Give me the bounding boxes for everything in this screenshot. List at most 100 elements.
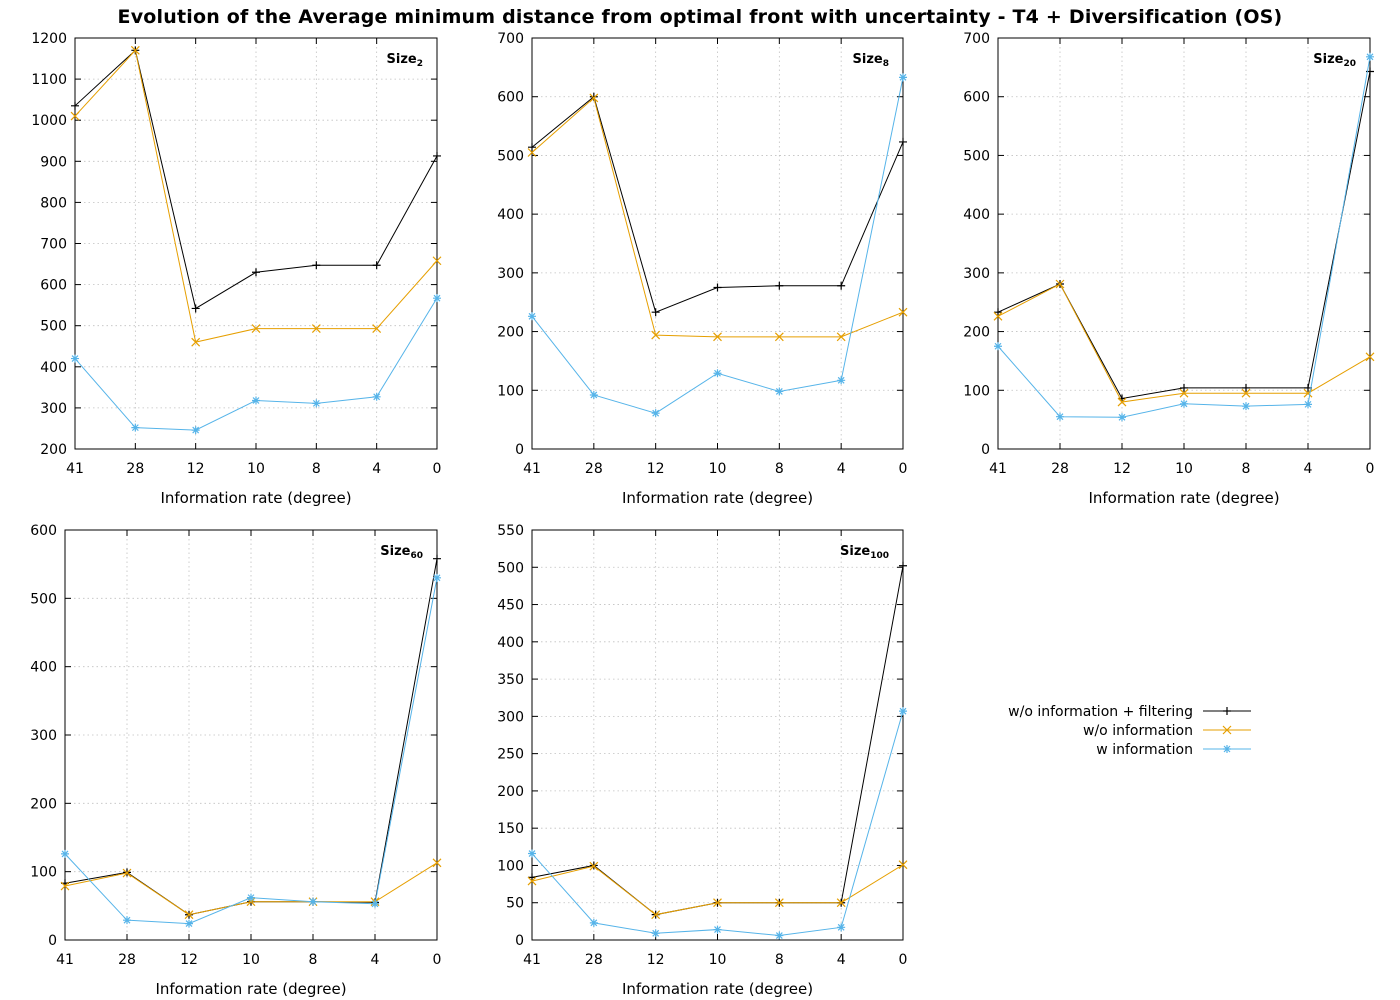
y-tick-label: 100 bbox=[497, 383, 524, 399]
data-point-s2 bbox=[131, 423, 140, 432]
y-tick-label: 1200 bbox=[31, 31, 67, 47]
x-tick-label: 12 bbox=[647, 461, 665, 477]
x-tick-label: 4 bbox=[372, 461, 381, 477]
size-label: Size60 bbox=[380, 544, 423, 561]
data-point-s1 bbox=[589, 93, 599, 103]
y-tick-label: 700 bbox=[963, 31, 990, 47]
series-line-0 bbox=[531, 565, 904, 916]
data-point-s1 bbox=[993, 311, 1003, 321]
data-point-s2 bbox=[589, 918, 598, 927]
subplot-2: 0 100 200 300 400 500 600 700 41 28 12 10 8 4 0 Informa… bbox=[963, 31, 1374, 507]
x-tick-label: 0 bbox=[899, 952, 908, 968]
x-tick-label: 0 bbox=[1366, 461, 1375, 477]
data-point-s1 bbox=[836, 332, 846, 342]
data-point-s1 bbox=[774, 898, 784, 908]
data-point-s1 bbox=[1117, 397, 1127, 407]
x-tick-label: 10 bbox=[1175, 461, 1193, 477]
y-tick-label: 400 bbox=[963, 207, 990, 223]
y-tick-label: 0 bbox=[48, 933, 57, 949]
data-point-s2 bbox=[191, 426, 200, 435]
legend-label: w/o information + filtering bbox=[1008, 704, 1193, 720]
x-tick-label: 12 bbox=[1113, 461, 1131, 477]
y-tick-label: 250 bbox=[497, 747, 524, 763]
x-tick-label: 10 bbox=[709, 461, 727, 477]
data-point-s1 bbox=[527, 148, 537, 157]
data-point-s2 bbox=[252, 396, 260, 405]
data-point-s2 bbox=[185, 919, 193, 928]
size-label: Size100 bbox=[840, 544, 889, 561]
data-point-s1 bbox=[1055, 279, 1065, 289]
x-tick-label: 28 bbox=[126, 461, 144, 477]
y-tick-label: 550 bbox=[497, 523, 524, 539]
y-tick-label: 300 bbox=[497, 709, 524, 725]
data-point-s2 bbox=[837, 376, 846, 385]
x-tick-label: 41 bbox=[989, 461, 1007, 477]
y-tick-label: 500 bbox=[30, 591, 57, 607]
x-tick-label: 8 bbox=[775, 952, 784, 968]
data-point-s2 bbox=[775, 387, 784, 396]
data-point-s0 bbox=[1242, 383, 1250, 392]
data-point-s1 bbox=[774, 332, 784, 342]
y-tick-label: 50 bbox=[506, 896, 524, 912]
x-axis-label: Information rate (degree) bbox=[622, 980, 813, 998]
y-tick-label: 200 bbox=[40, 442, 67, 458]
y-tick-label: 500 bbox=[497, 148, 524, 164]
x-tick-label: 12 bbox=[187, 461, 205, 477]
x-tick-label: 0 bbox=[433, 952, 442, 968]
y-tick-label: 200 bbox=[30, 796, 57, 812]
x-tick-label: 8 bbox=[309, 952, 318, 968]
data-point-s2 bbox=[309, 897, 317, 906]
data-point-s1 bbox=[651, 910, 661, 920]
x-tick-label: 4 bbox=[371, 952, 380, 968]
data-point-s2 bbox=[994, 342, 1002, 351]
data-point-s1 bbox=[432, 256, 442, 266]
x-axis-label: Information rate (degree) bbox=[155, 980, 346, 998]
data-point-s1 bbox=[527, 876, 537, 886]
data-point-s1 bbox=[184, 910, 194, 920]
x-tick-label: 10 bbox=[247, 461, 265, 477]
data-point-s0 bbox=[899, 561, 907, 570]
x-axis-label: Information rate (degree) bbox=[160, 489, 351, 507]
data-point-s0 bbox=[372, 261, 381, 270]
legend-marker bbox=[1222, 725, 1232, 735]
x-tick-label: 8 bbox=[312, 461, 321, 477]
data-point-s2 bbox=[1366, 52, 1374, 61]
data-point-s2 bbox=[651, 409, 660, 418]
data-point-s2 bbox=[1118, 413, 1126, 422]
data-point-s1 bbox=[898, 860, 908, 870]
data-point-s0 bbox=[433, 554, 441, 563]
y-tick-label: 400 bbox=[497, 207, 524, 223]
data-point-s1 bbox=[130, 45, 140, 55]
data-point-s2 bbox=[433, 573, 441, 582]
x-tick-label: 41 bbox=[56, 952, 74, 968]
data-point-s0 bbox=[899, 137, 907, 146]
data-point-s2 bbox=[713, 925, 722, 934]
data-point-s0 bbox=[994, 308, 1002, 317]
data-point-s2 bbox=[837, 923, 846, 932]
x-tick-label: 28 bbox=[585, 461, 603, 477]
data-point-s1 bbox=[70, 111, 80, 121]
x-tick-label: 10 bbox=[709, 952, 727, 968]
data-point-s2 bbox=[651, 929, 660, 938]
x-tick-label: 41 bbox=[523, 952, 541, 968]
y-tick-label: 600 bbox=[40, 278, 67, 294]
data-point-s2 bbox=[713, 369, 722, 378]
size-label: Size20 bbox=[1313, 52, 1356, 69]
data-point-s0 bbox=[651, 308, 660, 317]
subplot-3: 0 100 200 300 400 500 600 41 28 12 10 8 4 0 Informatio… bbox=[30, 523, 441, 998]
y-tick-label: 0 bbox=[981, 442, 990, 458]
data-point-s1 bbox=[651, 330, 661, 340]
y-tick-label: 300 bbox=[30, 728, 57, 744]
subplot-1: 0 100 200 300 400 500 600 700 41 28 12 10 8 4 0 Informa… bbox=[497, 31, 907, 507]
legend-marker bbox=[1223, 707, 1231, 715]
y-tick-label: 1000 bbox=[31, 113, 67, 129]
y-tick-label: 200 bbox=[963, 325, 990, 341]
data-point-s2 bbox=[1056, 412, 1064, 421]
y-tick-label: 0 bbox=[515, 442, 524, 458]
x-tick-label: 12 bbox=[180, 952, 198, 968]
x-tick-label: 28 bbox=[1051, 461, 1069, 477]
x-tick-label: 28 bbox=[585, 952, 603, 968]
